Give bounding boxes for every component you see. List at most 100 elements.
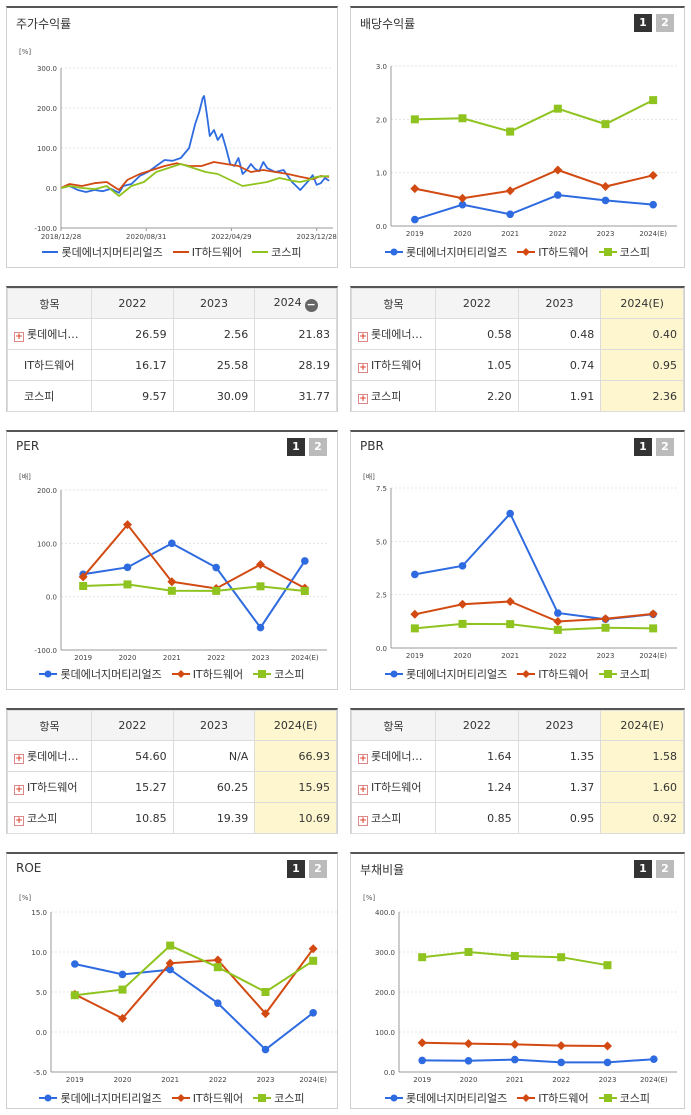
legend-item[interactable]: IT하드웨어: [172, 244, 242, 260]
series-line: [414, 622, 654, 631]
expand-icon[interactable]: +: [358, 394, 368, 404]
expand-icon[interactable]: +: [14, 332, 24, 342]
y-unit-label: [%]: [363, 894, 376, 902]
x-tick-label: 2023: [257, 1076, 275, 1084]
legend-item[interactable]: 코스피: [252, 244, 302, 260]
pbr-panel: PBR 1 2 [배] 0.0 2.5 5.0 7.5 2019 2020 2021 2022…: [350, 430, 685, 690]
legend-item[interactable]: IT하드웨어: [517, 244, 589, 260]
view-1-button[interactable]: 1: [634, 860, 652, 878]
row-name[interactable]: + 롯데에너…: [351, 318, 436, 350]
y-tick-label: 0.0: [376, 223, 387, 231]
legend-item[interactable]: 롯데에너지머티리얼즈: [39, 666, 162, 682]
series-line: [83, 542, 306, 630]
row-name[interactable]: + 롯데에너…: [7, 740, 92, 772]
legend-item[interactable]: 코스피: [598, 1090, 650, 1106]
collapse-icon[interactable]: −: [304, 297, 318, 312]
table-row: 코스피 9.57 30.09 31.77: [7, 380, 337, 412]
data-point: [309, 956, 318, 965]
chart-legend: 롯데에너지머티리얼즈 IT하드웨어 코스피: [351, 666, 684, 682]
legend-item[interactable]: 롯데에너지머티리얼즈: [384, 1090, 507, 1106]
view-2-button[interactable]: 2: [309, 860, 327, 878]
cell: 0.74: [517, 349, 602, 381]
x-tick-label: 2024(E): [639, 652, 667, 660]
legend-item[interactable]: IT하드웨어: [517, 666, 589, 682]
cell: 1.24: [435, 771, 519, 803]
series-line: [60, 95, 330, 194]
view-2-button[interactable]: 2: [656, 438, 674, 456]
expand-icon[interactable]: +: [358, 363, 368, 373]
legend-item[interactable]: IT하드웨어: [171, 666, 243, 682]
row-name[interactable]: + IT하드웨어: [7, 771, 92, 803]
view-1-button[interactable]: 1: [287, 860, 305, 878]
column-header: 항목: [7, 710, 92, 741]
data-point: [309, 1009, 317, 1017]
legend-item[interactable]: 코스피: [598, 666, 650, 682]
view-1-button[interactable]: 1: [634, 14, 652, 32]
data-point: [71, 960, 79, 968]
legend-item[interactable]: 롯데에너지머티리얼즈: [384, 666, 507, 682]
data-point: [458, 599, 467, 609]
legend-item[interactable]: 코스피: [253, 666, 305, 682]
data-point: [308, 944, 318, 954]
row-name[interactable]: + IT하드웨어: [351, 349, 436, 381]
cell: 0.92: [600, 802, 684, 834]
y-tick-label: 0.0: [46, 594, 57, 602]
view-toggle: 1 2: [634, 14, 674, 32]
expand-icon[interactable]: +: [358, 785, 368, 795]
expand-icon[interactable]: +: [14, 754, 24, 764]
cell: 15.95: [254, 771, 337, 803]
data-point: [506, 509, 514, 518]
panel-title: 배당수익률: [360, 17, 416, 31]
legend-item[interactable]: 롯데에너지머티리얼즈: [384, 244, 507, 260]
data-point: [603, 961, 612, 970]
view-2-button[interactable]: 2: [656, 14, 674, 32]
row-label: 롯데에너…: [371, 328, 423, 341]
data-point: [256, 560, 265, 570]
data-point: [510, 1039, 520, 1049]
cell: 25.58: [172, 349, 256, 381]
expand-icon[interactable]: +: [14, 816, 24, 826]
row-name[interactable]: + IT하드웨어: [351, 771, 436, 803]
data-point: [650, 1055, 658, 1063]
view-2-button[interactable]: 2: [309, 438, 327, 456]
legend-item[interactable]: IT하드웨어: [171, 1090, 243, 1106]
chart-legend: 롯데에너지머티리얼즈 IT하드웨어 코스피: [7, 1090, 337, 1106]
expand-icon[interactable]: +: [14, 785, 24, 795]
data-point: [212, 563, 220, 572]
expand-icon[interactable]: +: [358, 754, 368, 764]
data-point: [301, 557, 309, 565]
x-tick-label: 2023: [599, 1076, 617, 1084]
data-point: [70, 991, 79, 1000]
expand-icon[interactable]: +: [358, 332, 368, 342]
legend-item[interactable]: 코스피: [253, 1090, 305, 1106]
row-name[interactable]: + 코스피: [351, 380, 436, 412]
legend-item[interactable]: 코스피: [598, 244, 650, 260]
view-2-button[interactable]: 2: [656, 860, 674, 878]
row-label: 롯데에너…: [27, 750, 79, 763]
panel-title: ROE: [16, 861, 42, 875]
x-tick-label: 2024(E): [639, 230, 667, 238]
data-point: [464, 1039, 473, 1049]
expand-icon[interactable]: +: [358, 816, 368, 826]
row-name[interactable]: + 롯데에너…: [351, 740, 436, 772]
data-point: [418, 953, 427, 962]
row-label: 롯데에너…: [371, 750, 423, 763]
row-name[interactable]: + 코스피: [351, 802, 436, 834]
row-name[interactable]: + 코스피: [7, 802, 92, 834]
legend-item[interactable]: 롯데에너지머티리얼즈: [39, 1090, 162, 1106]
legend-label: IT하드웨어: [538, 1092, 589, 1105]
stock-return-panel: 주가수익률 [%] -100.0 0.0 100.0 200.0 300.0 2018/1…: [6, 6, 338, 268]
y-tick-label: 0.0: [46, 185, 57, 193]
legend-item[interactable]: IT하드웨어: [517, 1090, 589, 1106]
view-1-button[interactable]: 1: [634, 438, 652, 456]
legend-item[interactable]: 롯데에너지머티리얼즈: [42, 244, 163, 260]
row-name[interactable]: + 롯데에너…: [7, 318, 92, 350]
y-tick-label: 3.0: [376, 63, 387, 71]
data-point: [213, 955, 223, 965]
column-header-label: 2024: [273, 295, 302, 309]
view-1-button[interactable]: 1: [287, 438, 305, 456]
data-point: [649, 96, 658, 105]
data-point: [649, 624, 658, 633]
pbr-table: 항목 2022 2023 2024(E) + 롯데에너… 1.64 1.35 1.58 …: [350, 708, 685, 834]
x-tick-label: 2022/04/29: [211, 233, 251, 241]
